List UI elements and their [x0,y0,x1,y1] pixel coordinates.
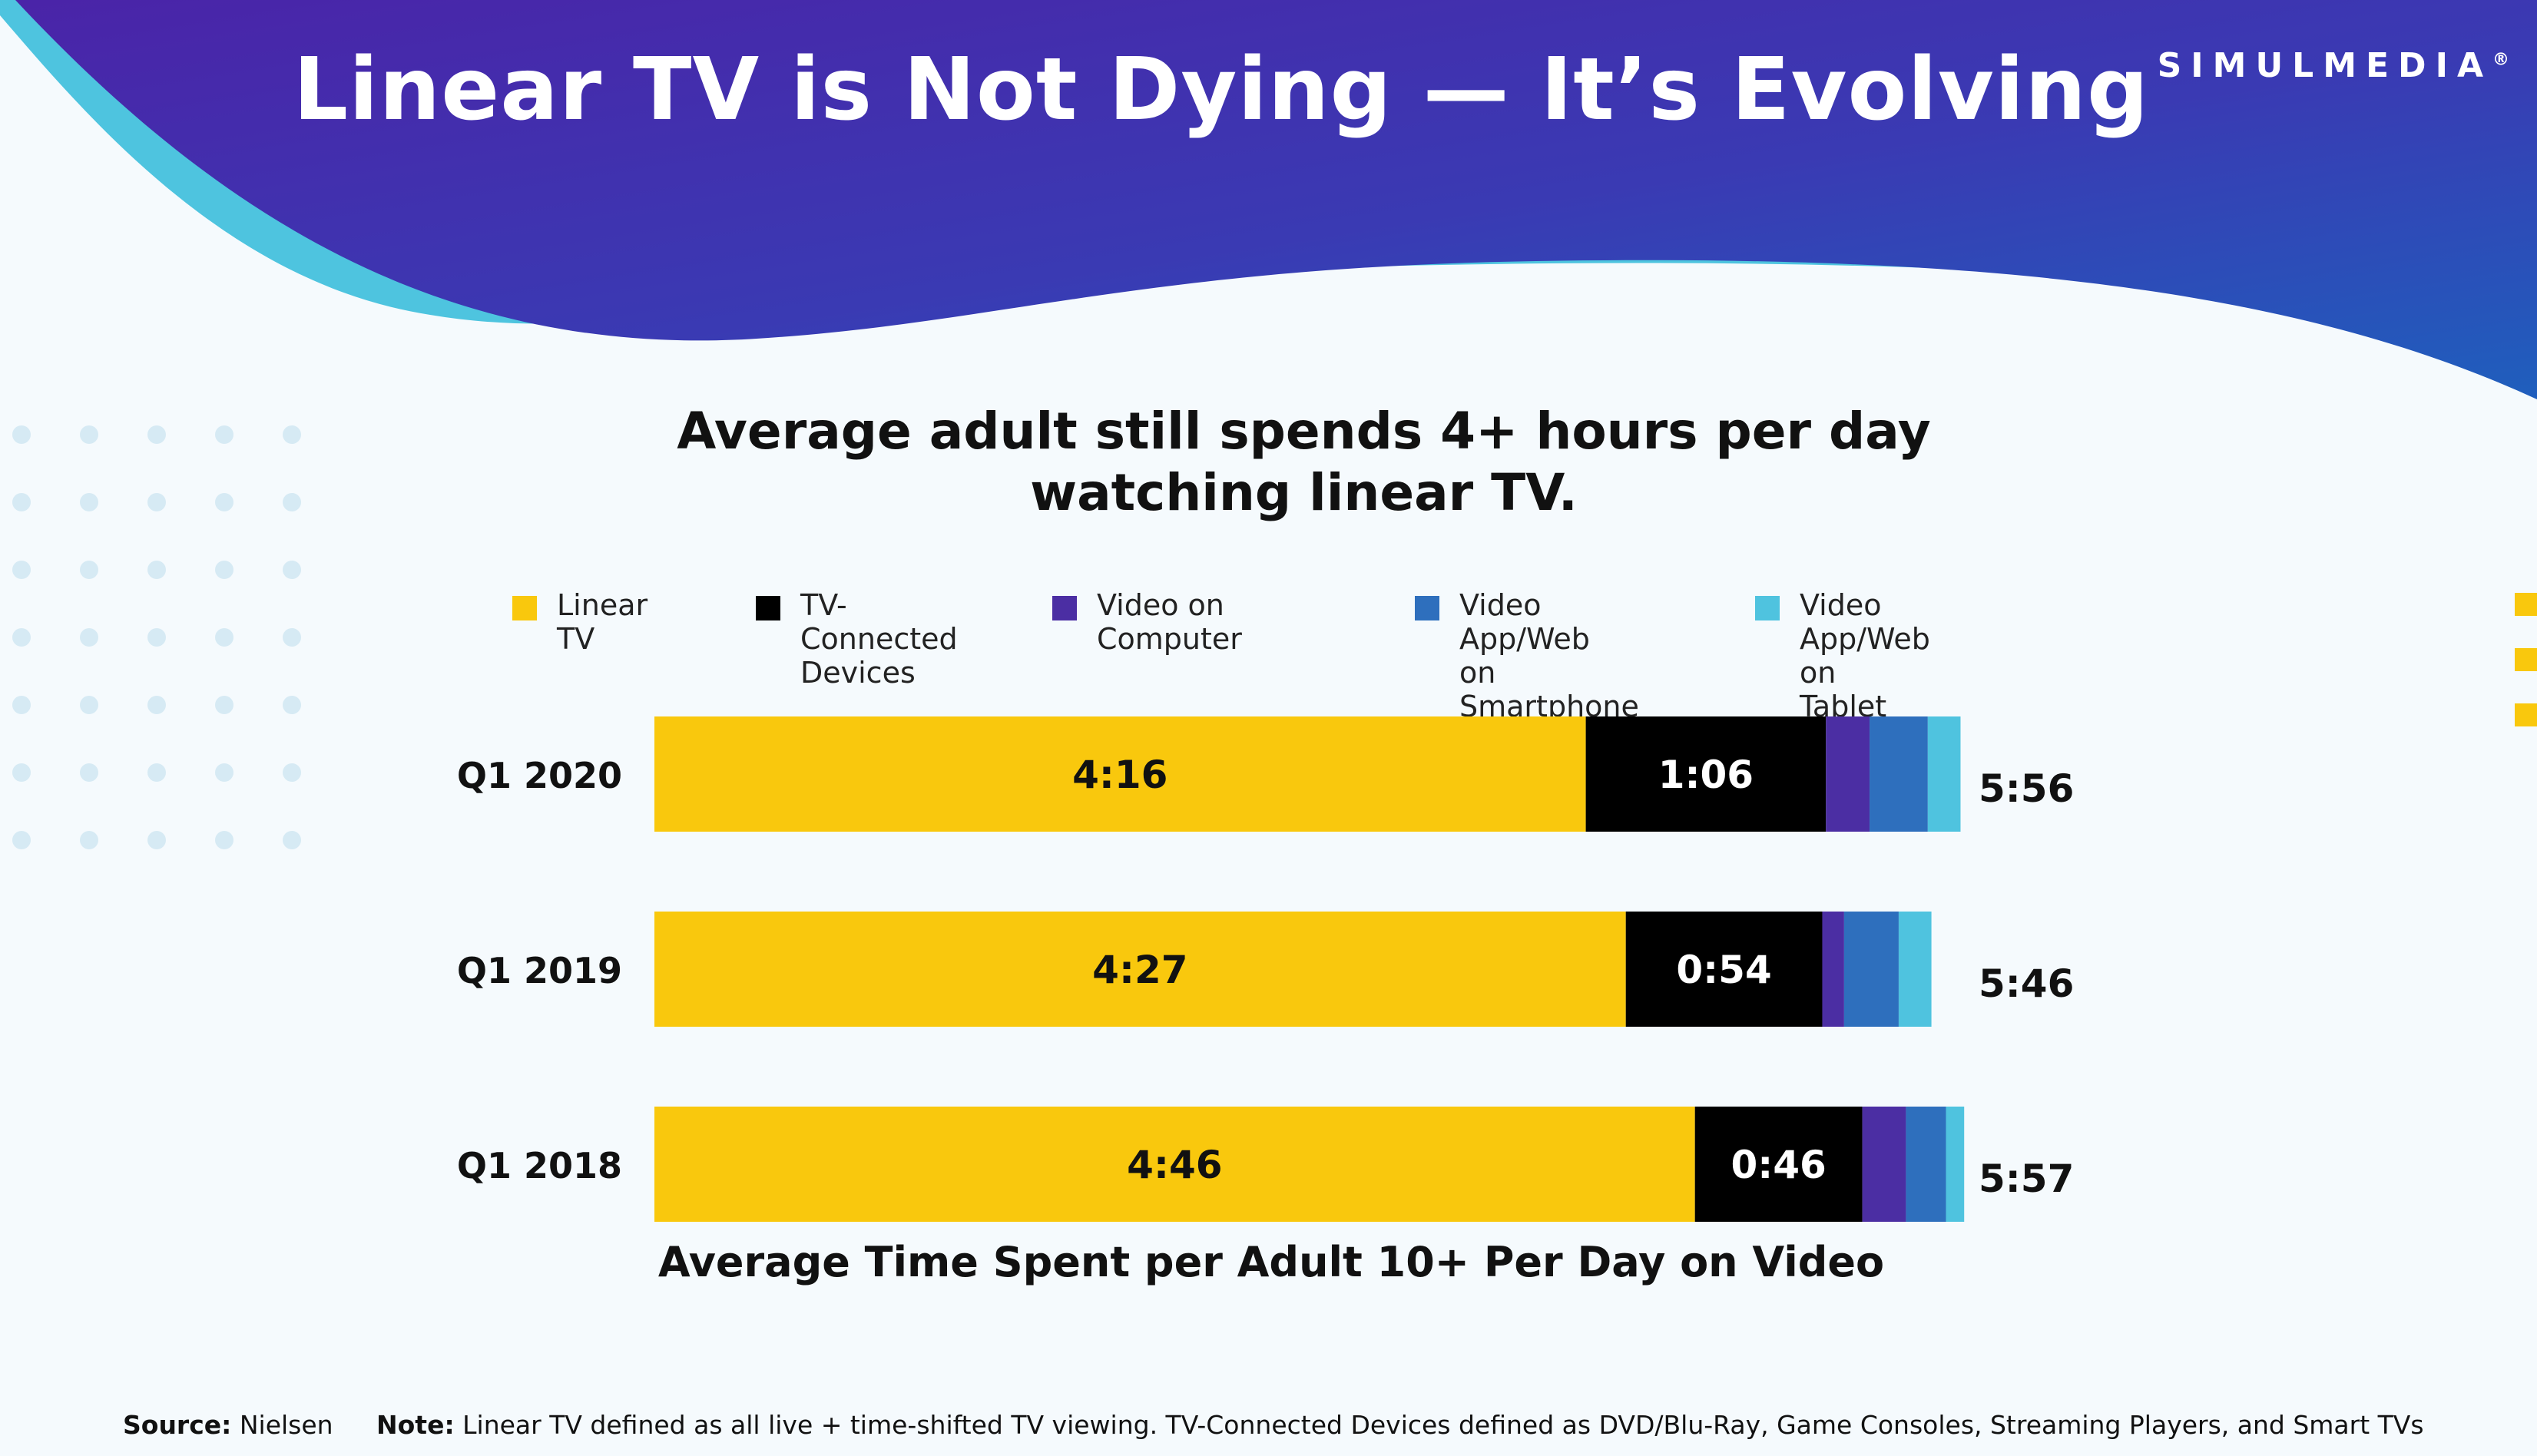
data-label: 1:06 [1658,753,1754,797]
decorative-dot [12,425,31,444]
brand-name: SIMULMEDIA [2157,46,2492,85]
legend-swatch [1052,596,1077,620]
legend-label: Video App/Web on Smartphone [1459,588,1639,723]
edge-mark [2515,648,2537,671]
decorative-dot [12,628,31,647]
bar-segment [1946,1107,1965,1222]
decorative-dot [12,831,31,849]
edge-mark [2515,703,2537,726]
total-label: 5:56 [1979,766,2074,811]
decorative-dot [80,831,98,849]
decorative-dot [283,763,301,782]
bar-segment [1927,716,1961,832]
data-label: 4:27 [1092,948,1187,992]
legend-swatch [512,596,537,620]
brand-registered-mark: ® [2492,50,2509,70]
decorative-dot [147,831,166,849]
bar-segment [1822,912,1844,1027]
legend-swatch [1415,596,1439,620]
legend-swatch [756,596,780,620]
category-label: Q1 2019 [457,950,622,991]
decorative-dot [283,696,301,714]
footer-source: Source: Nielsen [123,1410,333,1440]
footer-note: Note: Linear TV defined as all live + ti… [376,1410,2424,1440]
decorative-dot [80,696,98,714]
bar-segment [654,1107,1695,1222]
category-label: Q1 2018 [457,1145,622,1186]
decorative-dot [215,763,233,782]
bar-segment [1906,1107,1946,1222]
decorative-dot [283,561,301,579]
decorative-dot [80,493,98,511]
decorative-dot [215,831,233,849]
decorative-dot [12,763,31,782]
decorative-dot [12,493,31,511]
legend-item-computer: Video on Computer [1052,588,1242,656]
legend-label: Video on Computer [1097,588,1242,656]
bar-segment [1585,716,1827,832]
legend-swatch [1755,596,1780,620]
brand-logo: SIMULMEDIA® [2158,46,2509,85]
decorative-dot [215,493,233,511]
legend-label: Linear TV [557,588,648,656]
bar-segment [1826,716,1870,832]
category-label: Q1 2020 [457,755,622,796]
data-label: 4:46 [1127,1143,1222,1187]
source-value: Nielsen [239,1410,333,1440]
bar-segment [1694,1107,1863,1222]
subtitle-line-2: watching linear TV. [1030,463,1578,522]
decorative-dot [283,831,301,849]
bar-segment [1625,912,1823,1027]
decorative-dot [147,763,166,782]
decorative-dot [147,561,166,579]
chart-subtitle: Average adult still spends 4+ hours per … [0,401,2537,524]
decorative-dot [215,628,233,647]
decorative-dot [147,425,166,444]
decorative-dot [147,493,166,511]
bar-segment [1898,912,1932,1027]
decorative-dot [147,628,166,647]
decorative-dot [283,425,301,444]
decorative-dot [80,425,98,444]
decorative-dot [12,696,31,714]
decorative-dots [12,425,301,849]
decorative-dot [80,763,98,782]
legend-item-tv-connected: TV-Connected Devices [756,588,958,690]
chart-title: Average Time Spent per Adult 10+ Per Day… [657,1238,1885,1286]
decorative-dot [215,696,233,714]
header-wave-main [15,0,2537,399]
source-label: Source: [123,1410,232,1440]
edge-mark [2515,593,2537,616]
bar-segment [1870,716,1928,832]
decorative-dot [283,493,301,511]
note-label: Note: [376,1410,455,1440]
page-title: Linear TV is Not Dying — It’s Evolving [293,40,2150,140]
total-label: 5:57 [1979,1157,2074,1201]
subtitle-line-1: Average adult still spends 4+ hours per … [677,402,1931,461]
legend-label: TV-Connected Devices [800,588,958,690]
decorative-dot [80,561,98,579]
legend-item-smartphone: Video App/Web on Smartphone [1415,588,1639,723]
decorative-dot [80,628,98,647]
decorative-dot [283,628,301,647]
decorative-dot [215,561,233,579]
data-label: 0:54 [1676,948,1771,992]
note-text: Linear TV defined as all live + time-shi… [462,1410,2424,1440]
data-label: 0:46 [1731,1143,1826,1187]
bar-segment [654,912,1626,1027]
data-label: 4:16 [1072,753,1167,797]
decorative-dot [12,561,31,579]
decorative-dot [215,425,233,444]
legend-item-linear-tv: Linear TV [512,588,647,656]
decorative-dot [147,696,166,714]
bar-segment [1862,1107,1906,1222]
total-label: 5:46 [1979,961,2074,1006]
bar-segment [654,716,1586,832]
bar-segment [1843,912,1899,1027]
